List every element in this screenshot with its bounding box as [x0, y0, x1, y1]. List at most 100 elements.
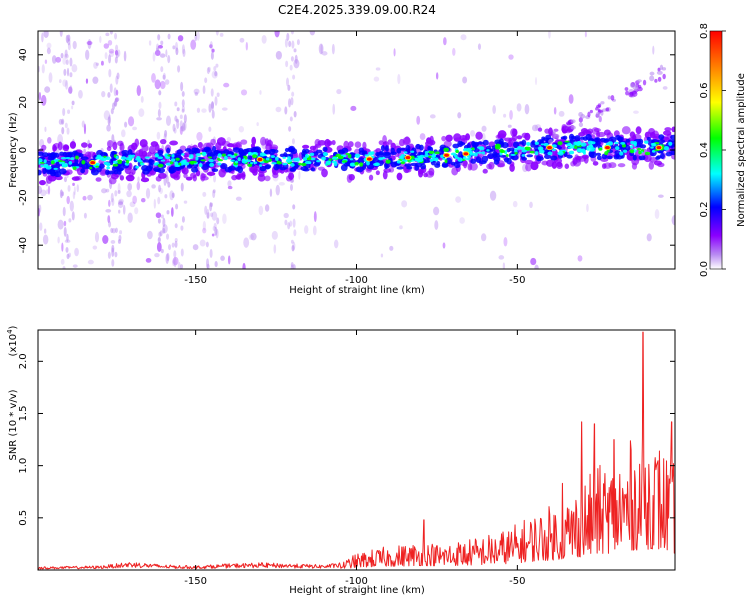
spectrogram-y-axis-label: Frequency (Hz) — [8, 112, 19, 188]
spectrogram-streak-cell — [293, 229, 297, 237]
spectrogram-peak-cell — [644, 140, 649, 144]
spectrogram-band-cell — [215, 142, 222, 151]
spectrogram-streak-cell — [63, 68, 67, 76]
spectrogram-core-cell — [450, 161, 456, 166]
spectrogram-peak-cell — [106, 166, 111, 170]
spectrogram-peak-cell — [471, 147, 475, 151]
spectrogram-streak-cell — [291, 138, 295, 145]
spectrogram-core-cell — [670, 134, 675, 140]
spectrogram-streak-cell — [180, 182, 184, 192]
spectrogram-core-cell — [263, 150, 272, 155]
spectrogram-peak-cell — [636, 147, 642, 151]
spectrogram-core-cell — [358, 150, 366, 155]
colorbar-tick-label: 0.2 — [699, 202, 710, 218]
spectrogram-streak-cell — [209, 41, 213, 50]
spectrogram-band-cell — [69, 141, 77, 149]
spectrogram-streak-cell — [210, 88, 214, 97]
spectrogram-core-cell — [247, 154, 253, 161]
spectrogram-peak-cell — [614, 146, 620, 151]
spectrogram-noise-cell — [598, 115, 602, 123]
spectrogram-peak-cell — [302, 157, 308, 161]
spectrogram-peak-cell — [481, 151, 486, 155]
spectrogram-noise-cell — [117, 200, 124, 209]
spectrogram-peak-cell — [343, 154, 347, 158]
spectrogram-core-cell — [632, 154, 637, 161]
spectrogram-streak-cell — [293, 48, 297, 53]
spectrogram-streak-cell — [208, 126, 212, 132]
spectrogram-peak-cell — [569, 144, 576, 149]
spectrogram-noise-cell — [332, 103, 336, 115]
spectrogram-peak-cell — [247, 163, 253, 167]
spectrogram-band-cell — [183, 173, 188, 179]
spectrogram-streak-cell — [212, 190, 216, 199]
spectrogram-noise-cell — [481, 233, 487, 242]
spectrogram-peak-cell — [443, 147, 450, 153]
spectrogram-core-cell — [519, 141, 524, 145]
spectrogram-core-cell — [544, 154, 552, 160]
spectrogram-streak-cell — [62, 206, 66, 217]
spectrogram-noise-cell — [248, 234, 254, 240]
spectrogram-core-cell — [498, 154, 507, 158]
spectrogram-noise-cell — [38, 91, 42, 101]
spectrogram-streak-cell — [172, 123, 176, 132]
spectrogram-streak-cell — [288, 40, 292, 48]
spectrogram-noise-cell — [433, 206, 440, 216]
spectrogram-noise-cell — [258, 205, 264, 216]
spectrogram-noise-cell — [38, 207, 41, 217]
spectrogram-peak-cell — [473, 152, 478, 157]
spectrogram-peak-cell — [276, 161, 282, 165]
spectrogram-band-cell — [382, 170, 388, 180]
spectrogram-peak-cell — [354, 153, 361, 159]
spectrogram-noise-cell — [375, 67, 381, 71]
spectrogram-noise-cell — [462, 76, 468, 84]
spectrogram-streak-cell — [206, 263, 210, 269]
spectrogram-streak-cell — [293, 110, 297, 118]
spectrogram-arc-cell — [624, 87, 629, 91]
spectrogram-streak-cell — [180, 248, 184, 257]
spectrogram-noise-cell — [47, 185, 51, 195]
spectrogram-noise-cell — [209, 44, 213, 49]
spectrogram-arc-cell — [587, 111, 591, 118]
spectrogram-band-cell — [459, 134, 468, 141]
spectrogram-streak-cell — [296, 39, 300, 46]
spectrogram-streak-cell — [156, 47, 160, 52]
spectrogram-peak-cell — [350, 158, 354, 161]
spectrogram-noise-cell — [264, 204, 270, 212]
spectrogram-noise-cell — [81, 120, 85, 128]
spectrogram-noise-cell — [72, 191, 76, 200]
spectrogram-core-cell — [638, 155, 646, 161]
spectrogram-noise-cell — [401, 200, 408, 208]
spectrogram-noise-cell — [304, 225, 309, 234]
spectrogram-streak-cell — [157, 34, 161, 41]
spectrogram-streak-cell — [162, 74, 166, 80]
spectrogram-core-cell — [300, 166, 309, 171]
spectrogram-streak-cell — [210, 51, 214, 60]
spectrogram-peak-cell — [543, 142, 549, 147]
spectrogram-peak-cell — [75, 155, 79, 160]
spectrogram-noise-cell — [57, 134, 63, 145]
spectrogram-streak-cell — [62, 107, 66, 117]
spectrogram-noise-cell — [242, 262, 246, 269]
spectrogram-streak-cell — [112, 102, 116, 111]
spectrogram-noise-cell — [273, 244, 277, 254]
spectrogram-noise-cell — [145, 187, 151, 199]
spectrogram-streak-cell — [180, 81, 184, 92]
spectrogram-streak-cell — [287, 84, 291, 91]
spectrogram-noise-cell — [136, 85, 142, 97]
spectrogram-peak-cell — [428, 155, 432, 159]
spectrogram-peak-cell — [50, 160, 55, 165]
spectrogram-noise-cell — [92, 76, 99, 84]
spectrogram-peak-cell — [462, 156, 467, 160]
spectrogram-noise-cell — [477, 43, 482, 50]
spectrogram-peak-cell — [298, 162, 302, 166]
spectrogram-noise-cell — [165, 253, 169, 265]
spectrogram-noise-cell — [633, 110, 639, 114]
spectrogram-noise-cell — [78, 89, 83, 99]
spectrogram-peak-cell — [63, 163, 68, 168]
spectrogram-core-cell — [355, 166, 364, 173]
spectrogram-core-cell — [420, 163, 427, 170]
spectrogram-band-cell — [157, 172, 167, 179]
spectrogram-noise-cell — [397, 73, 401, 85]
spectrogram-peak-cell — [198, 163, 203, 168]
